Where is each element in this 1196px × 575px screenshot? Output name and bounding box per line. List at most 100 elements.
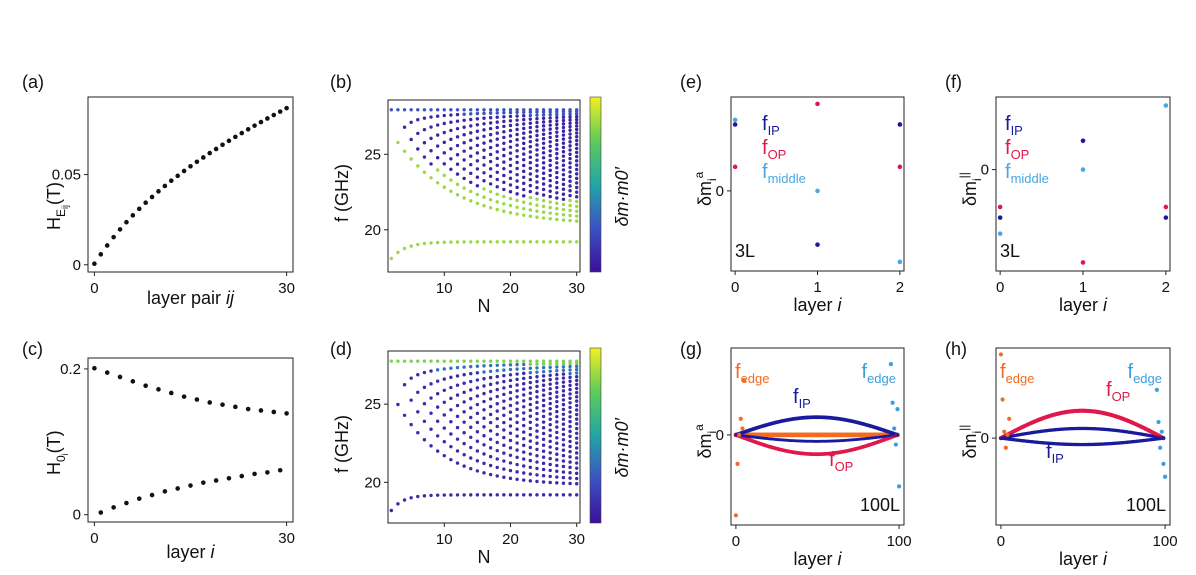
panel-d-point xyxy=(548,468,552,473)
panel-d-point xyxy=(495,465,499,470)
panel-d-point xyxy=(528,386,533,390)
text-part: i xyxy=(1103,549,1108,569)
panel-d-point xyxy=(574,466,579,470)
panel-c-point xyxy=(130,379,136,384)
panel-f-legend-ip: fIP xyxy=(1005,113,1023,138)
panel-b-point xyxy=(502,194,506,199)
panel-h-edge-left-point xyxy=(1003,445,1008,450)
panel-d-point xyxy=(475,439,480,443)
panel-b-point xyxy=(462,186,466,190)
text-part: f (GHz) xyxy=(332,415,352,473)
panel-b-point xyxy=(508,196,513,201)
panel-d-point xyxy=(508,384,513,389)
panel-b-point xyxy=(574,121,579,125)
panel-b-point xyxy=(455,193,460,197)
panel-b-xlabel: N xyxy=(478,296,491,316)
text-part: OP xyxy=(768,147,787,162)
panel-d-point xyxy=(548,387,552,391)
panel-d-point xyxy=(522,381,526,386)
panel-b-point xyxy=(528,155,533,159)
panel-b-point xyxy=(548,217,552,221)
panel-d-point xyxy=(535,447,539,452)
text-part: f xyxy=(762,113,768,135)
panel-d-point xyxy=(442,453,446,458)
text-part: 30 xyxy=(568,280,585,297)
panel-a-point xyxy=(277,109,283,114)
panel-b-ylabel: f (GHz) xyxy=(332,164,352,222)
panel-b-point xyxy=(495,108,499,112)
panel-b-point xyxy=(535,124,539,129)
panel-d-frame xyxy=(387,350,581,524)
panel-d-point xyxy=(568,444,572,449)
panel-b-point xyxy=(482,122,486,126)
panel-d-point xyxy=(482,443,486,447)
panel-b-point xyxy=(455,108,460,112)
panel-d-point xyxy=(495,359,499,363)
panel-d-point xyxy=(555,404,559,409)
panel-d-point xyxy=(488,454,493,459)
panel-d-point xyxy=(561,359,566,363)
panel-b-point xyxy=(422,155,427,159)
panel-d-point xyxy=(429,493,433,498)
panel-b-point xyxy=(522,141,526,146)
panel-d-point xyxy=(455,449,460,453)
panel-b-point xyxy=(515,240,519,244)
panel-c-xlabel: layer i xyxy=(166,542,215,562)
panel-d-point xyxy=(561,493,566,497)
panel-b-point xyxy=(528,113,533,118)
panel-b-point xyxy=(482,108,486,112)
panel-b-point xyxy=(495,131,499,135)
panel-b-point xyxy=(495,207,499,212)
panel-d-point xyxy=(535,362,539,366)
panel-c-point xyxy=(92,365,97,371)
panel-c-point xyxy=(124,500,129,506)
panel-d-point xyxy=(528,458,533,463)
panel-b-point xyxy=(435,240,440,245)
panel-letter-h: (h) xyxy=(945,339,967,359)
panel-b-point xyxy=(515,205,519,209)
panel-b-point xyxy=(522,152,526,156)
text-part: edge xyxy=(1006,371,1035,386)
panel-b-point xyxy=(522,117,526,122)
panel-d-point xyxy=(574,431,579,436)
panel-c-point xyxy=(258,408,264,413)
panel-d-point xyxy=(495,363,499,367)
panel-d-point xyxy=(574,451,579,455)
panel-b-point xyxy=(515,192,519,196)
text-part: layer xyxy=(1059,295,1103,315)
panel-b-point xyxy=(555,175,559,180)
panel-d-point xyxy=(409,496,413,500)
panel-d-point xyxy=(574,378,579,383)
panel-b-point xyxy=(555,206,559,211)
panel-f-legend-op: fOP xyxy=(1005,137,1029,162)
panel-b-point xyxy=(502,153,506,158)
text-part: layer xyxy=(793,295,837,315)
panel-e-point-ip xyxy=(732,122,738,127)
panel-b-colorbar xyxy=(589,96,602,273)
panel-h-xtick-0: 0 xyxy=(997,533,1005,550)
panel-a-ytick-005: 0.05 xyxy=(52,167,81,184)
panel-b-point xyxy=(561,125,566,130)
panel-d-point xyxy=(462,453,466,457)
text-part: 20 xyxy=(502,531,519,548)
panel-b-point xyxy=(455,135,460,139)
panel-d-point xyxy=(548,401,552,406)
panel-d-point xyxy=(462,431,466,435)
panel-d-point xyxy=(502,493,506,497)
panel-d-point xyxy=(541,467,546,472)
panel-b-point xyxy=(561,137,566,141)
panel-b-point xyxy=(435,114,440,118)
panel-b-point xyxy=(449,167,453,171)
panel-b-point xyxy=(528,202,533,206)
panel-b-point xyxy=(515,185,519,190)
panel-c-point xyxy=(175,486,180,491)
panel-d-point xyxy=(561,464,566,469)
panel-b-point xyxy=(475,111,480,116)
text-part: IP xyxy=(768,123,780,138)
panel-b-point xyxy=(495,185,499,189)
panel-b-point xyxy=(522,158,526,162)
panel-b-point xyxy=(495,170,499,174)
panel-b-point xyxy=(429,176,433,180)
panel-d-point xyxy=(495,440,499,445)
panel-b-point xyxy=(508,145,513,149)
